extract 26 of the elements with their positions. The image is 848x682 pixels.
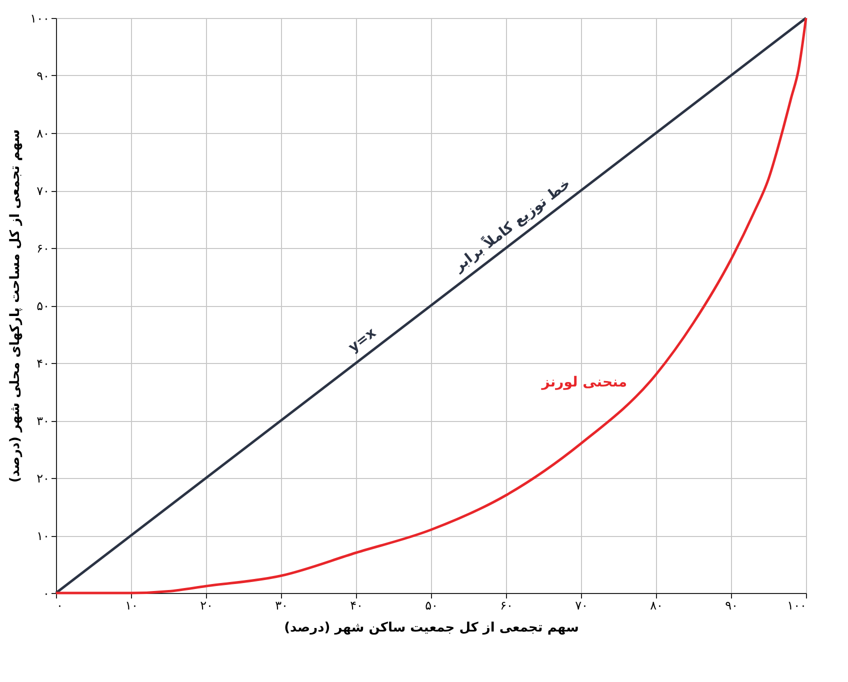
y-tick-label: ۶۰ bbox=[36, 242, 50, 256]
x-tick-label: ۹۰ bbox=[725, 598, 738, 612]
x-tick-label: ۱۰ bbox=[125, 598, 138, 612]
x-tick-label: ۴۰ bbox=[350, 598, 363, 612]
y-tick-label: ۰ bbox=[43, 586, 50, 600]
y-tick-label: ۵۰ bbox=[36, 299, 50, 313]
y-tick-label: ۳۰ bbox=[36, 414, 50, 428]
x-tick-label: ۸۰ bbox=[650, 598, 663, 612]
y-tick-label: ۱۰۰ bbox=[30, 12, 50, 26]
x-axis-title: سهم تجمعی از کل جمعیت ساکن شهر (درصد) bbox=[284, 620, 579, 636]
y-tick-label: ۸۰ bbox=[36, 126, 50, 140]
y-tick-label: ۴۰ bbox=[36, 356, 50, 370]
x-tick-label: ۱۰۰ bbox=[787, 598, 806, 612]
y-axis-title: سهم تجمعی از کل مساحت پارکهای محلی شهر (درصد) bbox=[8, 129, 24, 483]
x-tick-label: ۶۰ bbox=[500, 598, 513, 612]
y-tick-label: ۲۰ bbox=[36, 472, 50, 486]
x-tick-label: ۵۰ bbox=[425, 598, 438, 612]
x-tick-label: ۳۰ bbox=[275, 598, 288, 612]
series-label: منحنی لورنز bbox=[540, 374, 627, 390]
y-tick-label: ۹۰ bbox=[36, 69, 50, 83]
x-tick-label: ۷۰ bbox=[575, 598, 588, 612]
y-tick-label: ۱۰ bbox=[36, 529, 50, 543]
x-tick-label: ۲۰ bbox=[200, 598, 213, 612]
y-tick-label: ۷۰ bbox=[36, 184, 50, 198]
text: خط توزیع کاملاً برابر bbox=[449, 174, 574, 276]
x-tick-label: ۰ bbox=[56, 598, 63, 612]
